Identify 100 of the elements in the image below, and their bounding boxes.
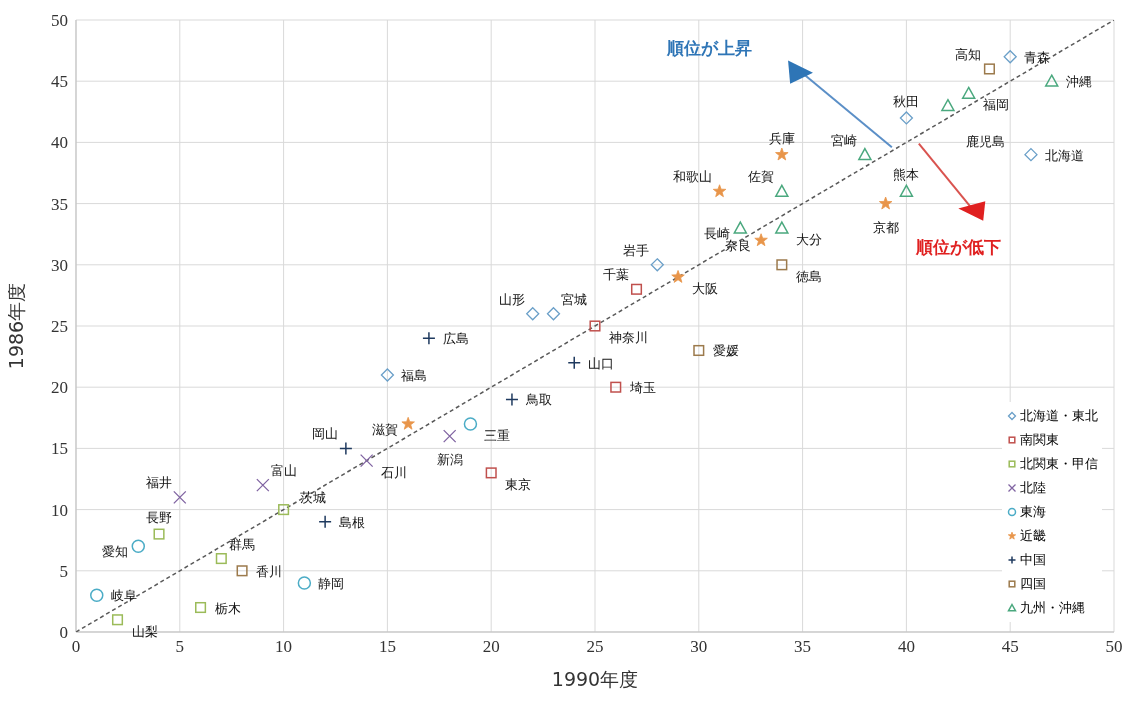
data-label: 新潟 [436,452,463,468]
point [733,221,748,234]
legend-label: 北陸 [1020,479,1046,497]
data-label: 石川 [380,464,407,480]
data-label: 茨城 [299,489,326,505]
legend-label: 北海道・東北 [1020,407,1098,425]
point [463,417,478,431]
point [318,515,332,529]
data-label: 高知 [955,46,982,62]
y-tick-label: 0 [59,623,68,643]
x-tick-label: 25 [586,637,604,657]
point [153,528,165,540]
y-tick-label: 30 [51,255,68,275]
y-tick-label: 10 [51,500,68,520]
legend-label: 九州・沖縄 [1020,599,1085,617]
point [505,392,519,407]
point [215,553,227,565]
data-label: 栃木 [214,600,241,616]
point [775,147,789,161]
point [256,478,270,492]
data-label: 徳島 [795,268,822,284]
data-label: 愛媛 [712,343,739,359]
data-label: 群馬 [229,536,256,552]
data-label: 宮崎 [830,132,857,148]
x-axis-title: 1990年度 [551,668,639,690]
point [422,331,436,345]
point [899,184,914,197]
point [195,601,207,614]
point [567,355,581,370]
x-tick-label: 50 [1105,637,1123,657]
data-label: 沖縄 [1065,74,1092,90]
point [131,539,146,554]
point [589,320,601,332]
data-label: 兵庫 [768,130,795,146]
data-label: 北海道 [1044,147,1084,163]
legend-label: 四国 [1020,575,1046,593]
point [359,453,374,468]
point [485,467,497,479]
point [754,233,768,247]
point [546,307,561,321]
x-tick-label: 35 [794,637,812,657]
x-tick-label: 20 [482,637,500,657]
legend-label: 東海 [1020,503,1046,521]
point [401,416,415,430]
annotation: 順位が低下 [914,236,1001,257]
data-label: 島根 [339,514,366,530]
annotation: 順位が上昇 [665,38,752,59]
legend-label: 中国 [1020,551,1046,569]
data-label: 福島 [401,367,428,383]
data-label: 山梨 [131,623,158,639]
point [173,490,187,505]
point [899,111,914,125]
y-tick-label: 5 [59,561,68,581]
data-label: 岐阜 [110,588,137,604]
data-label: 広島 [442,331,469,347]
data-label: 佐賀 [747,169,774,185]
point [776,259,788,271]
point [610,381,622,393]
x-tick-label: 45 [1001,637,1019,657]
x-tick-label: 5 [175,637,185,657]
x-tick-label: 10 [275,637,293,657]
data-label: 神奈川 [609,330,648,345]
data-label: 千葉 [602,267,629,283]
data-label: 三重 [484,427,511,443]
data-label: 福岡 [982,97,1009,113]
point [443,429,457,443]
data-label: 山口 [588,355,615,371]
x-tick-label: 30 [690,637,708,657]
point [278,504,290,516]
x-tick-label: 40 [897,637,915,657]
data-label: 東京 [505,476,532,492]
data-label: 山形 [498,291,525,307]
point [858,147,872,161]
data-label: 秋田 [893,93,920,109]
x-tick-label: 15 [378,637,396,657]
point [339,441,353,456]
y-tick-label: 20 [51,378,68,398]
point [111,614,124,626]
point [90,588,104,603]
data-label: 長野 [146,510,173,526]
point [775,221,789,234]
data-label: 熊本 [893,167,920,183]
point [983,63,995,75]
point [526,307,540,321]
data-label: 愛知 [102,544,129,560]
data-label: 岡山 [311,426,338,442]
point [878,196,893,210]
y-tick-label: 40 [51,133,68,153]
y-tick-label: 15 [51,439,68,459]
data-label: 宮城 [561,291,588,307]
point [630,283,643,295]
data-label: 大阪 [692,281,719,297]
y-tick-label: 35 [51,194,68,214]
point [712,184,727,198]
data-label: 和歌山 [672,169,712,185]
data-label: 滋賀 [372,421,399,437]
data-label: 香川 [256,563,283,579]
point [650,258,664,272]
data-label: 京都 [872,219,899,235]
legend-label: 南関東 [1020,431,1059,449]
